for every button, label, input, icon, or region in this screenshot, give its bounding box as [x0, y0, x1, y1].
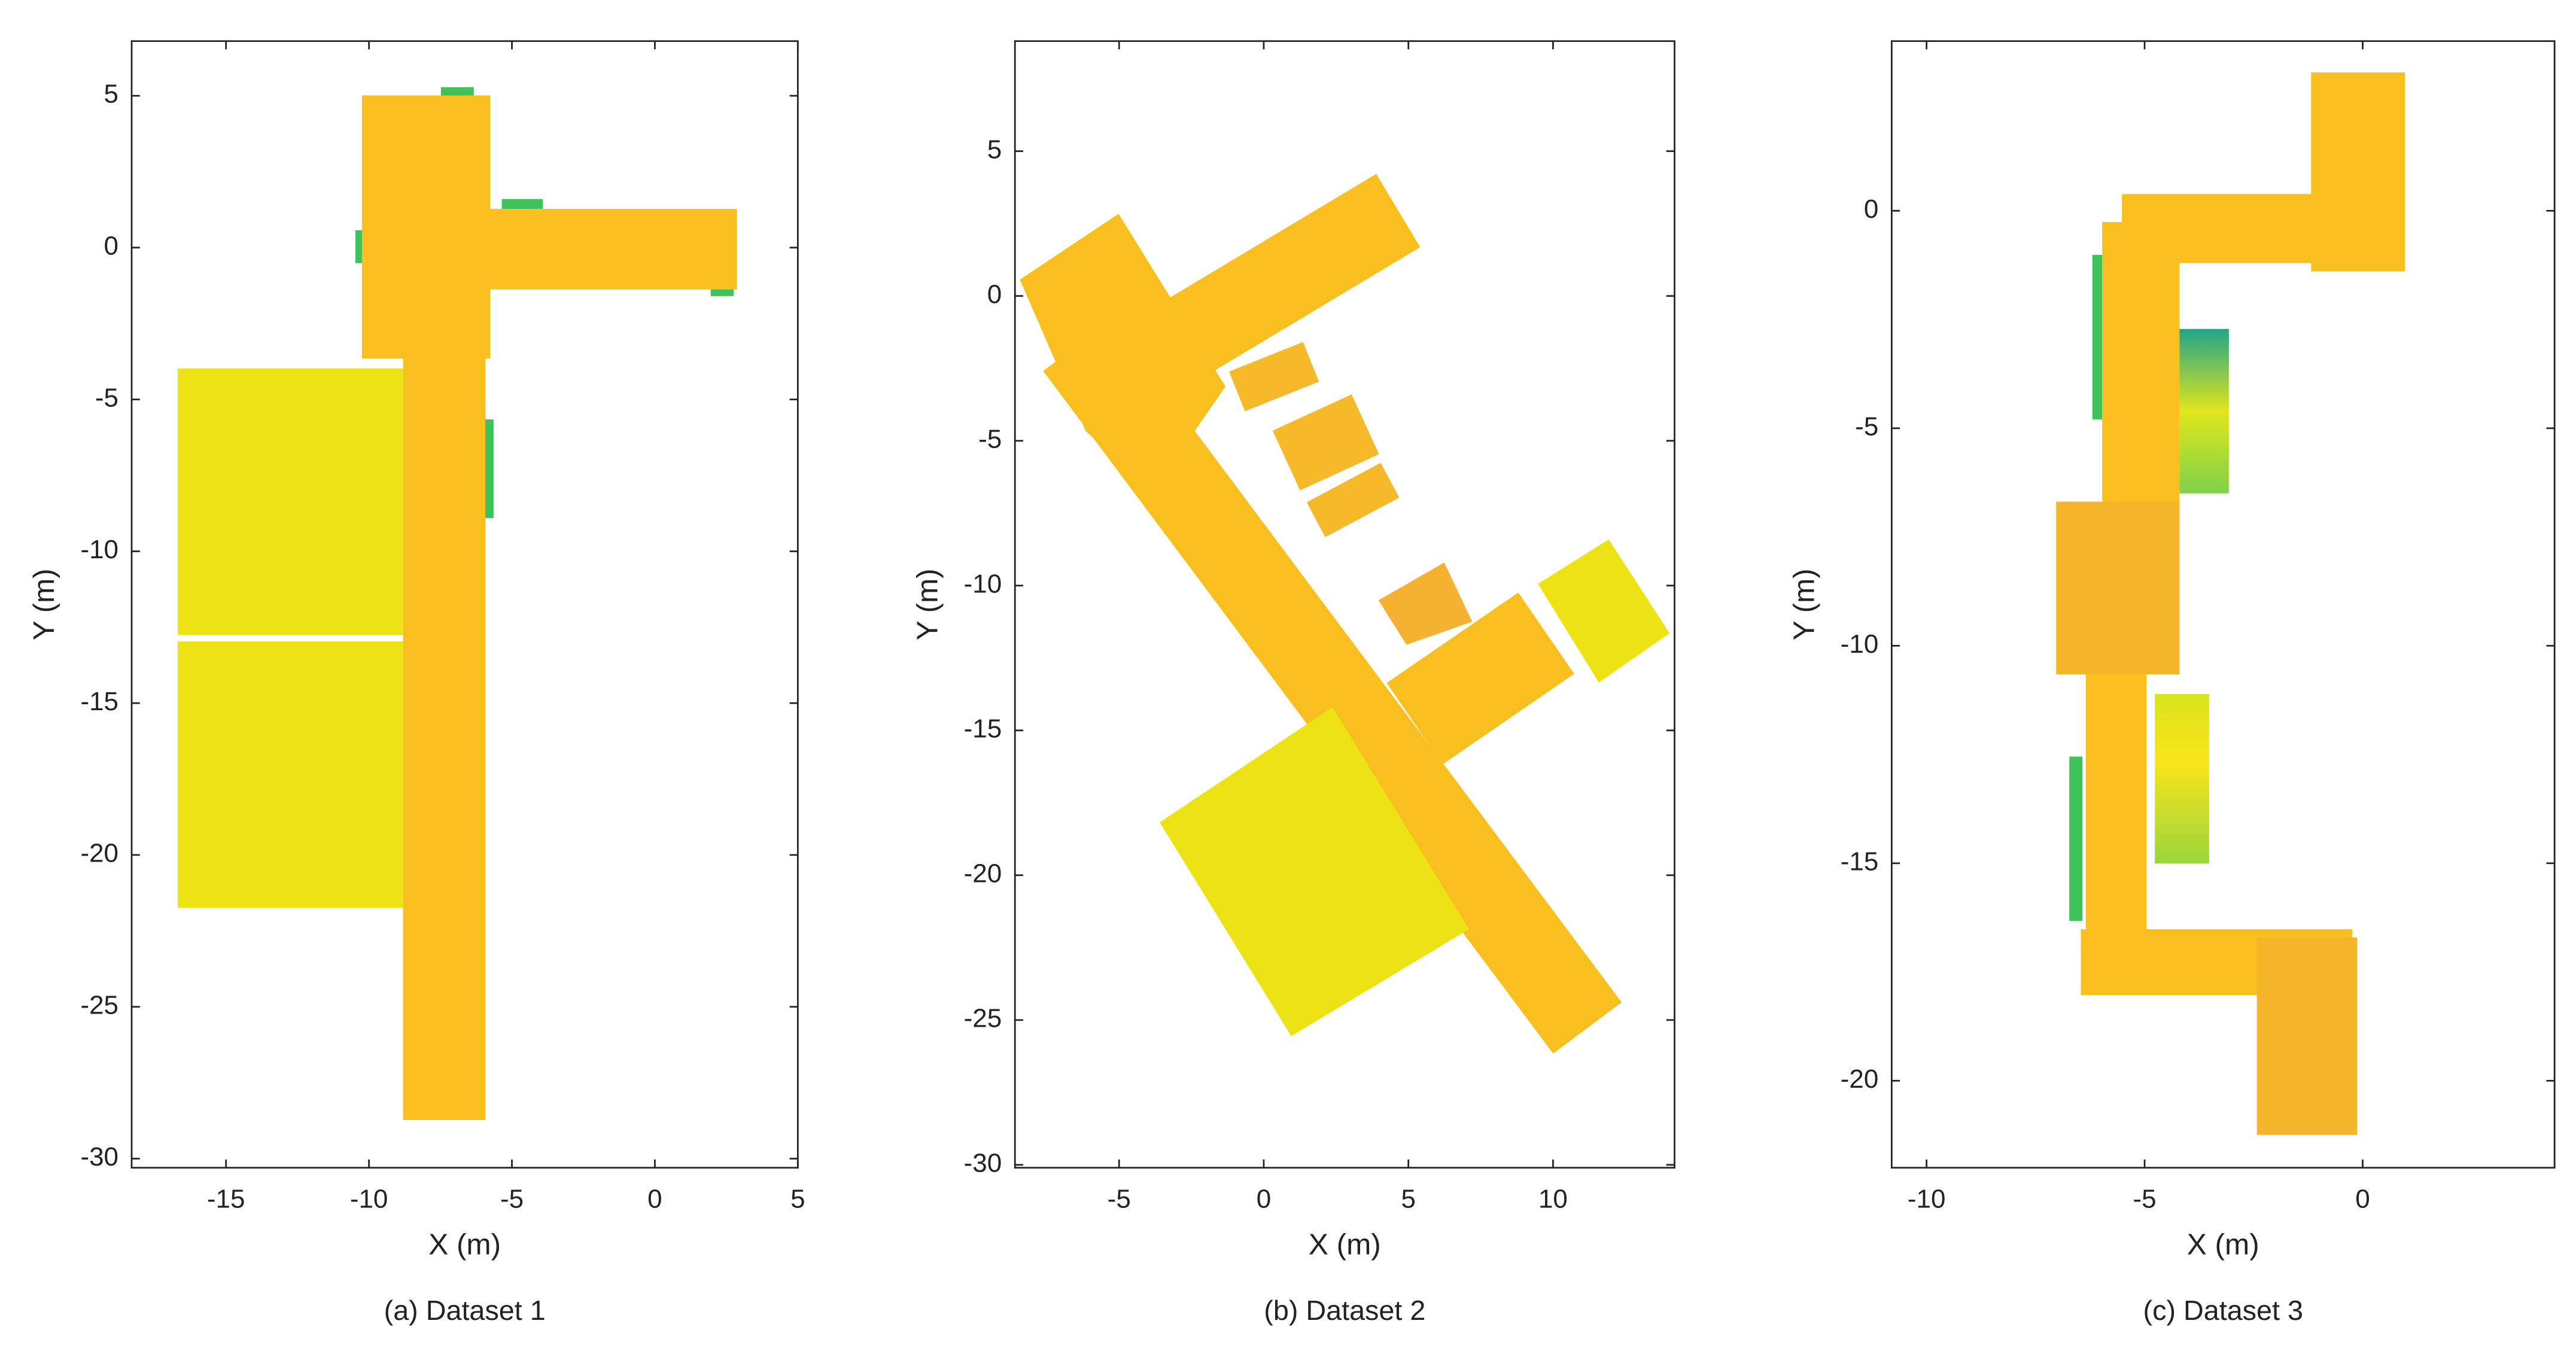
- y-tick-label: -15: [964, 714, 1002, 743]
- y-axis-label: Y (m): [911, 568, 944, 640]
- x-tick-label: 0: [1257, 1184, 1271, 1213]
- floorplan-b: [1020, 174, 1670, 1054]
- y-tick-label: 0: [104, 231, 118, 260]
- x-axis-label: X (m): [428, 1228, 501, 1261]
- y-tick-label: -15: [1841, 847, 1879, 876]
- y-tick-label: -20: [964, 859, 1002, 888]
- x-tick-label: -5: [2133, 1184, 2157, 1213]
- y-tick-label: -30: [964, 1149, 1002, 1178]
- y-axis-label: Y (m): [1787, 568, 1820, 640]
- x-tick-label: -5: [1108, 1184, 1131, 1213]
- y-tick-label: -5: [1855, 412, 1878, 441]
- y-tick-label: -25: [80, 990, 118, 1020]
- y-tick-label: -20: [80, 839, 118, 868]
- y-tick-label: 5: [987, 135, 1002, 164]
- y-tick-label: 0: [1864, 194, 1878, 224]
- floorplan-c: [2056, 72, 2405, 1135]
- caption: (c) Dataset 3: [2143, 1295, 2303, 1326]
- x-tick-label: 0: [2355, 1184, 2370, 1213]
- y-axis-label: Y (m): [28, 568, 60, 640]
- y-tick-label: -10: [1841, 629, 1879, 659]
- x-tick-label: -10: [350, 1184, 388, 1213]
- y-tick-label: -10: [80, 535, 118, 564]
- axes-frame: [1890, 40, 2556, 1169]
- x-tick-label: 10: [1538, 1184, 1568, 1213]
- x-tick-label: -10: [1908, 1184, 1946, 1213]
- y-tick-label: -5: [978, 424, 1002, 454]
- y-tick-label: -15: [80, 687, 118, 716]
- x-axis-label: X (m): [1309, 1228, 1381, 1261]
- x-tick-label: 5: [790, 1184, 805, 1213]
- caption: (a) Dataset 1: [384, 1295, 546, 1326]
- y-tick-label: -30: [80, 1142, 118, 1171]
- x-tick-label: 0: [647, 1184, 662, 1213]
- axes-frame: [1014, 40, 1675, 1169]
- axes-frame: [130, 40, 799, 1169]
- y-tick-label: -5: [95, 383, 118, 412]
- y-tick-label: -20: [1841, 1064, 1879, 1094]
- y-tick-label: -25: [964, 1003, 1002, 1033]
- y-tick-label: -10: [964, 569, 1002, 598]
- y-tick-label: 0: [987, 279, 1002, 309]
- x-tick-label: -15: [207, 1184, 245, 1213]
- caption: (b) Dataset 2: [1264, 1295, 1425, 1326]
- y-tick-label: 5: [104, 80, 118, 109]
- x-axis-label: X (m): [2187, 1228, 2259, 1261]
- floorplan-a: [177, 87, 737, 1121]
- x-tick-label: -5: [500, 1184, 524, 1213]
- x-tick-label: 5: [1401, 1184, 1415, 1213]
